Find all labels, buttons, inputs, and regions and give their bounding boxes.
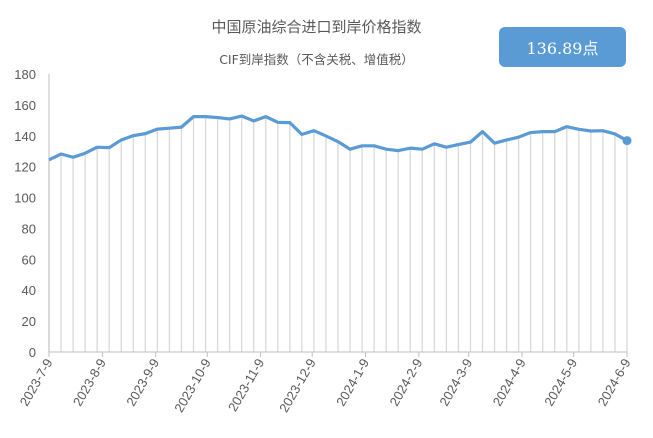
x-tick-label: 2023-8-9 (70, 356, 109, 409)
y-tick-label: 80 (22, 221, 36, 236)
y-tick-label: 160 (14, 98, 36, 113)
x-tick-label: 2023-12-9 (276, 356, 319, 415)
x-tick-label: 2024-5-9 (541, 356, 580, 409)
y-tick-label: 140 (14, 129, 36, 144)
x-tick-label: 2024-6-9 (595, 356, 634, 409)
x-tick-label: 2024-4-9 (490, 356, 529, 409)
y-tick-label: 0 (29, 345, 36, 360)
y-tick-label: 100 (14, 191, 36, 206)
y-tick-label: 120 (14, 160, 36, 175)
y-tick-label: 60 (22, 252, 36, 267)
x-tick-label: 2023-10-9 (171, 356, 214, 415)
x-tick-label: 2023-7-9 (17, 356, 56, 409)
x-tick-label: 2024-3-9 (436, 356, 475, 409)
y-tick-label: 20 (22, 314, 36, 329)
x-tick-label: 2024-1-9 (333, 356, 372, 409)
x-tick-label: 2024-2-9 (386, 356, 425, 409)
last-point-marker (622, 136, 632, 146)
latest-value-callout: 136.89点 (499, 27, 626, 67)
x-tick-label: 2023-9-9 (123, 356, 162, 409)
chart-subtitle: CIF到岸指数（不含关税、增值税） (219, 52, 414, 67)
series-line (48, 114, 628, 162)
y-tick-label: 180 (14, 67, 36, 82)
x-tick-label: 2023-11-9 (225, 356, 267, 414)
y-tick-label: 40 (22, 283, 36, 298)
chart-title: 中国原油综合进口到岸价格指数 (211, 18, 422, 36)
